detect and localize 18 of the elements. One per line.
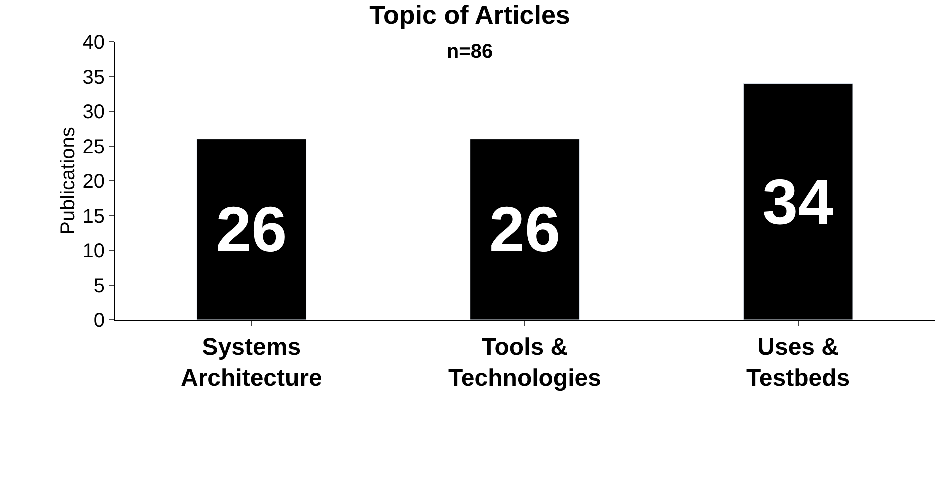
- chart-title: Topic of Articles: [370, 0, 570, 30]
- y-axis-title: Publications: [57, 127, 80, 235]
- y-tick-label: 25: [82, 136, 105, 158]
- y-tick-label: 15: [82, 206, 105, 228]
- data-label: 26: [489, 194, 561, 266]
- x-tick-label: Tools & Technologies: [448, 334, 602, 392]
- y-tick-label: 40: [82, 32, 105, 54]
- x-tick-label: Uses & Testbeds: [746, 334, 850, 392]
- y-tick-label: 35: [82, 66, 105, 89]
- data-label: 26: [216, 194, 288, 266]
- y-tick-label: 30: [82, 102, 105, 124]
- y-tick-label: 0: [94, 310, 105, 332]
- data-label: 34: [762, 166, 834, 238]
- y-tick-label: 10: [82, 240, 105, 262]
- y-tick-label: 5: [94, 275, 105, 298]
- y-tick-label: 20: [82, 171, 105, 193]
- x-tick-label: Systems Architecture: [180, 334, 322, 392]
- chart-subtitle: n=86: [446, 40, 494, 63]
